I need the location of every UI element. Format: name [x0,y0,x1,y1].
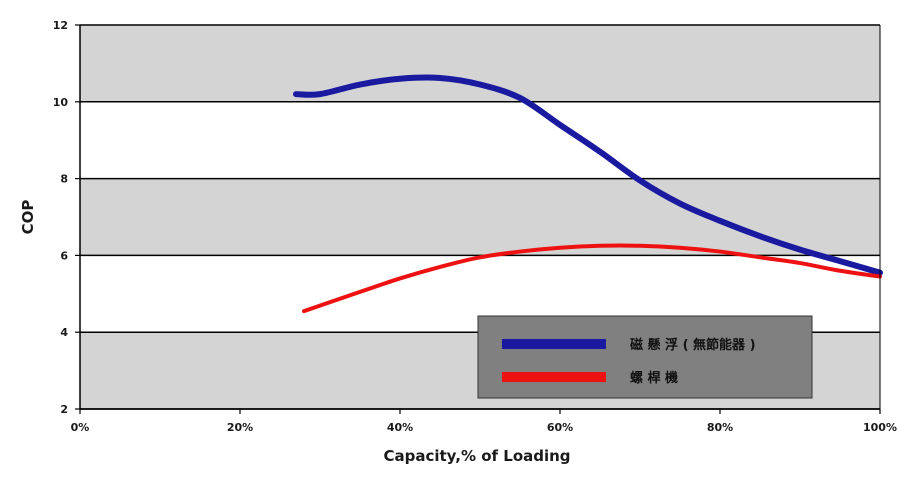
axes [75,24,881,414]
y-tick-label: 2 [60,403,68,416]
legend-label-1: 磁 懸 浮 ( 無節能器 ) [630,337,756,353]
x-tick-label: 20% [227,421,253,434]
x-tick-label: 80% [707,421,733,434]
x-tick-label: 0% [71,421,90,434]
y-tick-labels: 2 4 6 8 10 12 [53,19,69,416]
x-tick-label: 40% [387,421,413,434]
plot-bands [80,25,880,409]
y-tick-label: 4 [60,326,68,339]
y-axis-title: COP [19,200,37,235]
plot-band [80,25,880,102]
x-tick-labels: 0% 20% 40% 60% 80% 100% [71,421,897,434]
legend-box [477,315,813,399]
legend-swatch-2 [502,372,606,382]
legend: 磁 懸 浮 ( 無節能器 ) 螺 桿 機 [477,315,813,399]
legend-swatch-1 [502,339,606,349]
y-tick-label: 10 [53,96,69,109]
plot-band [80,178,880,256]
series-line-2 [302,243,882,314]
x-axis-title: Capacity,% of Loading [383,447,570,465]
y-tick-label: 6 [60,249,68,262]
legend-label-2: 螺 桿 機 [630,370,678,386]
x-tick-label: 60% [547,421,573,434]
series-lines [293,74,883,314]
y-tick-label: 12 [53,19,68,32]
y-tick-label: 8 [60,173,68,186]
x-tick-label: 100% [863,421,897,434]
series-line-1 [293,74,883,276]
plot-band [80,101,880,179]
